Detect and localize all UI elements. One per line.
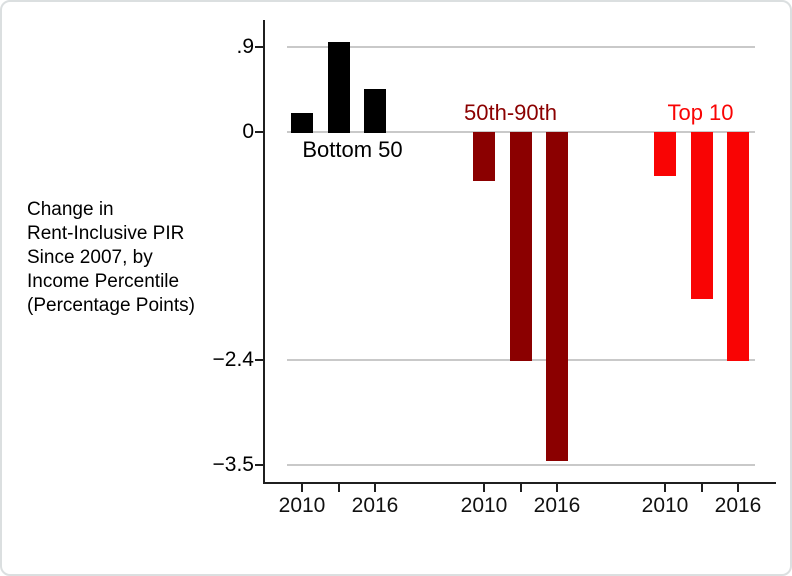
gridline bbox=[287, 45, 755, 48]
group-label: 50th-90th bbox=[464, 100, 557, 125]
y-axis-title-line: Rent-Inclusive PIR bbox=[27, 223, 185, 244]
x-tick bbox=[737, 484, 739, 492]
x-tick bbox=[664, 484, 666, 492]
x-tick-label: 2010 bbox=[641, 494, 689, 517]
group-label: Bottom 50 bbox=[302, 137, 403, 162]
bar bbox=[291, 113, 313, 133]
x-tick-label: 2016 bbox=[533, 494, 581, 517]
y-tick bbox=[255, 45, 263, 48]
x-tick bbox=[301, 484, 303, 492]
y-axis-title-line: Income Percentile bbox=[27, 271, 180, 292]
bar bbox=[473, 132, 495, 181]
y-axis-title-line: Change in bbox=[27, 199, 114, 220]
x-tick-label: 2010 bbox=[460, 494, 508, 517]
y-tick-label: −2.4 bbox=[212, 348, 254, 371]
y-axis-title: Change in Rent-Inclusive PIR Since 2007,… bbox=[27, 198, 195, 318]
bar bbox=[509, 132, 532, 361]
x-axis-line bbox=[263, 482, 776, 484]
y-tick bbox=[255, 131, 263, 133]
bar bbox=[546, 132, 568, 461]
y-tick bbox=[255, 359, 263, 361]
y-axis-line bbox=[263, 20, 265, 484]
bar bbox=[327, 41, 350, 133]
y-tick bbox=[255, 463, 263, 466]
bar bbox=[690, 132, 713, 300]
x-tick bbox=[700, 484, 703, 492]
bar bbox=[364, 89, 386, 133]
x-tick-label: 2016 bbox=[351, 494, 399, 517]
x-tick bbox=[337, 484, 340, 492]
y-tick-label: .9 bbox=[236, 34, 254, 58]
y-tick-label: −3.5 bbox=[212, 452, 254, 476]
x-tick-label: 2010 bbox=[278, 494, 326, 517]
group-label: Top 10 bbox=[667, 100, 734, 125]
y-tick-label: 0 bbox=[242, 120, 254, 143]
x-tick bbox=[483, 484, 485, 492]
y-axis-title-line: Since 2007, by bbox=[27, 247, 153, 268]
bar bbox=[727, 132, 749, 361]
bar bbox=[654, 132, 676, 176]
x-tick bbox=[519, 484, 522, 492]
gridline bbox=[287, 463, 755, 466]
y-axis-title-line: (Percentage Points) bbox=[27, 295, 195, 316]
x-tick bbox=[374, 484, 376, 492]
x-tick-label: 2016 bbox=[714, 494, 762, 517]
x-tick bbox=[556, 484, 558, 492]
